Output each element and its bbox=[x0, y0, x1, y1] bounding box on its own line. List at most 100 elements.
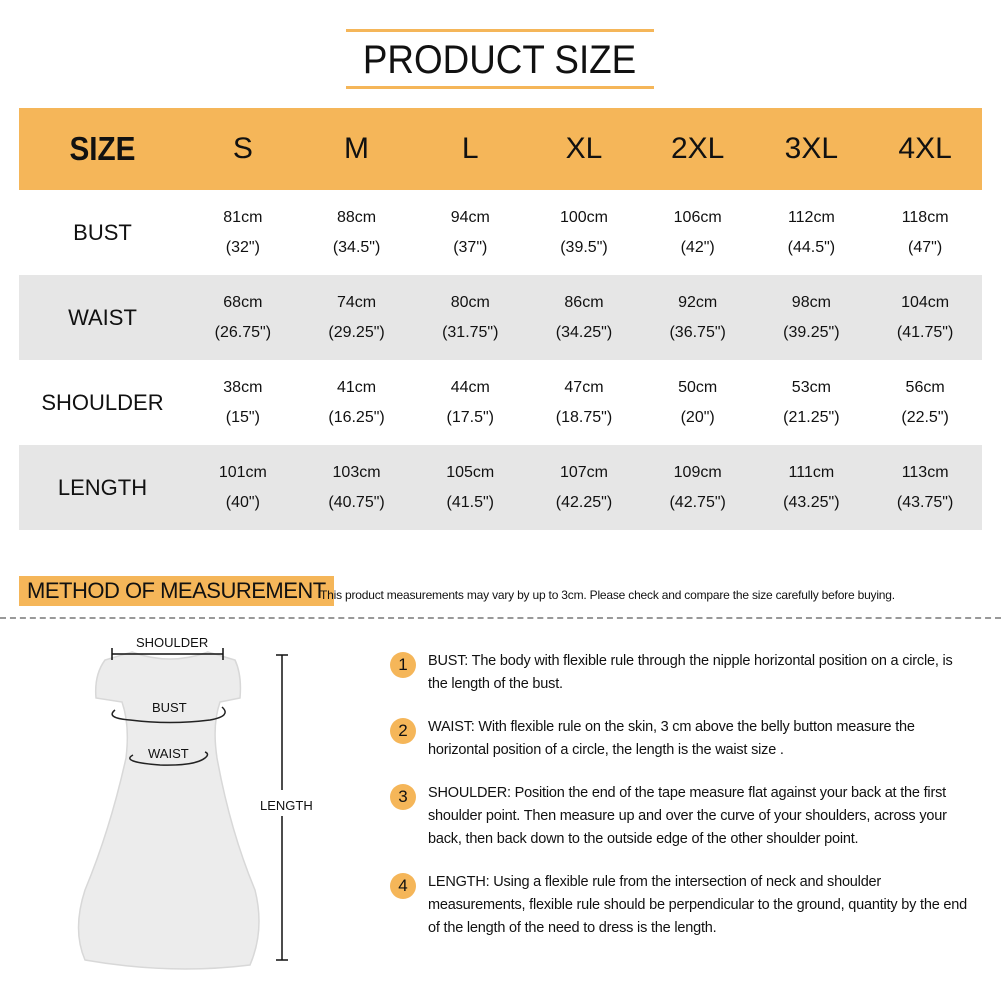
measurement-cell: 112cm (44.5") bbox=[755, 190, 869, 275]
cm-value: 86cm bbox=[564, 293, 604, 311]
measurement-cell: 47cm (18.75") bbox=[527, 360, 641, 445]
inch-value: (34.25") bbox=[555, 323, 613, 341]
measurement-cell: 86cm (34.25") bbox=[527, 275, 641, 360]
inch-value: (39.25") bbox=[783, 323, 840, 341]
inch-value: (41.75") bbox=[896, 323, 954, 341]
inch-value: (16.25") bbox=[328, 408, 385, 426]
measurement-row-shoulder: SHOULDER 38cm (15") 41cm (16.25") 44cm (17.5")… bbox=[19, 360, 982, 445]
measurement-note: This product measurements may vary by up… bbox=[320, 588, 895, 602]
measurement-cell: 88cm (34.5") bbox=[300, 190, 414, 275]
inch-value: (32") bbox=[225, 238, 260, 256]
measurement-row-bust: BUST 81cm (32") 88cm (34.5") 94cm (37") 100cm (3… bbox=[19, 190, 982, 275]
size-header-row: SIZE S M L XL 2XL 3XL 4XL bbox=[19, 108, 982, 190]
inch-value: (39.5") bbox=[560, 238, 608, 256]
cm-value: 47cm bbox=[564, 378, 604, 396]
measurement-row-waist: WAIST 68cm (26.75") 74cm (29.25") 80cm (31.75"… bbox=[19, 275, 982, 360]
measurement-cell: 106cm (42") bbox=[641, 190, 755, 275]
measurement-cell: 118cm (47") bbox=[868, 190, 982, 275]
inch-value: (26.75") bbox=[214, 323, 272, 341]
cm-value: 88cm bbox=[336, 208, 377, 226]
inch-value: (40.75") bbox=[328, 493, 385, 511]
size-l: L bbox=[461, 132, 479, 165]
measurement-cell: 111cm (43.25") bbox=[755, 445, 869, 530]
inch-value: (42.25") bbox=[555, 493, 613, 511]
measurement-cell: 80cm (31.75") bbox=[413, 275, 527, 360]
cm-value: 68cm bbox=[223, 293, 263, 311]
dashed-divider bbox=[0, 617, 1001, 619]
inch-value: (15") bbox=[225, 408, 260, 426]
cm-value: 56cm bbox=[905, 378, 945, 396]
measurement-cell: 81cm (32") bbox=[186, 190, 300, 275]
inch-value: (43.75") bbox=[896, 493, 954, 511]
measurement-cell: 105cm (41.5") bbox=[413, 445, 527, 530]
inch-value: (37") bbox=[453, 238, 488, 256]
inch-value: (29.25") bbox=[328, 323, 385, 341]
cm-value: 92cm bbox=[678, 293, 718, 311]
step-number-badge: 1 bbox=[390, 652, 416, 678]
cm-value: 112cm bbox=[787, 208, 835, 226]
step-number-badge: 3 bbox=[390, 784, 416, 810]
dress-illustration bbox=[77, 648, 288, 970]
inch-value: (36.75") bbox=[669, 323, 726, 341]
measurement-cell: 101cm (40") bbox=[186, 445, 300, 530]
step-number-badge: 4 bbox=[390, 873, 416, 899]
cm-value: 80cm bbox=[450, 293, 490, 311]
method-heading: METHOD OF MEASUREMENT bbox=[19, 576, 334, 606]
inch-value: (41.5") bbox=[446, 493, 494, 511]
row-label: SHOULDER bbox=[41, 389, 164, 415]
measurement-steps: 1 BUST: The body with flexible rule throu… bbox=[390, 650, 970, 960]
cm-value: 100cm bbox=[559, 208, 608, 226]
row-label: LENGTH bbox=[57, 474, 148, 500]
step-length: 4 LENGTH: Using a flexible rule from the … bbox=[390, 871, 970, 940]
bust-label: BUST bbox=[152, 700, 187, 715]
page-title: PRODUCT SIZE bbox=[363, 38, 637, 82]
inch-value: (18.75") bbox=[555, 408, 613, 426]
measurement-cell: 109cm (42.75") bbox=[641, 445, 755, 530]
cm-value: 101cm bbox=[218, 463, 267, 481]
size-m: M bbox=[344, 132, 370, 165]
cm-value: 106cm bbox=[673, 208, 722, 226]
cm-value: 118cm bbox=[901, 208, 949, 226]
cm-value: 38cm bbox=[223, 378, 263, 396]
cm-value: 109cm bbox=[673, 463, 722, 481]
size-3xl: 3XL bbox=[784, 132, 839, 165]
inch-value: (20") bbox=[680, 408, 715, 426]
step-waist: 2 WAIST: With flexible rule on the skin, … bbox=[390, 716, 970, 762]
step-text: LENGTH: Using a flexible rule from the i… bbox=[428, 874, 967, 936]
size-xl: XL bbox=[565, 132, 603, 165]
waist-label: WAIST bbox=[148, 746, 189, 761]
length-label: LENGTH bbox=[260, 798, 313, 813]
dress-diagram: SHOULDER BUST WAIST LENGTH bbox=[60, 630, 340, 990]
measurement-cell: 38cm (15") bbox=[186, 360, 300, 445]
measurement-cell: 103cm (40.75") bbox=[300, 445, 414, 530]
step-text: SHOULDER: Position the end of the tape m… bbox=[428, 785, 947, 847]
size-header-label: SIZE bbox=[69, 130, 136, 167]
measurement-cell: 100cm (39.5") bbox=[527, 190, 641, 275]
measurement-cell: 94cm (37") bbox=[413, 190, 527, 275]
step-text: WAIST: With flexible rule on the skin, 3… bbox=[428, 719, 915, 758]
measurement-cell: 44cm (17.5") bbox=[413, 360, 527, 445]
cm-value: 107cm bbox=[559, 463, 608, 481]
title-banner: PRODUCT SIZE bbox=[346, 29, 654, 89]
inch-value: (31.75") bbox=[442, 323, 499, 341]
size-s: S bbox=[232, 132, 253, 165]
inch-value: (40") bbox=[225, 493, 260, 511]
inch-value: (43.25") bbox=[783, 493, 840, 511]
measurement-cell: 74cm (29.25") bbox=[300, 275, 414, 360]
step-bust: 1 BUST: The body with flexible rule throu… bbox=[390, 650, 970, 696]
measurement-cell: 104cm (41.75") bbox=[868, 275, 982, 360]
measurement-cell: 50cm (20") bbox=[641, 360, 755, 445]
cm-value: 111cm bbox=[788, 463, 835, 481]
step-shoulder: 3 SHOULDER: Position the end of the tape … bbox=[390, 782, 970, 851]
cm-value: 81cm bbox=[223, 208, 263, 226]
inch-value: (22.5") bbox=[901, 408, 949, 426]
inch-value: (34.5") bbox=[332, 238, 381, 256]
size-table: SIZE S M L XL 2XL 3XL 4XL BUST 81cm (32") 8… bbox=[19, 108, 982, 530]
cm-value: 103cm bbox=[332, 463, 381, 481]
cm-value: 113cm bbox=[901, 463, 949, 481]
measurement-cell: 107cm (42.25") bbox=[527, 445, 641, 530]
cm-value: 74cm bbox=[336, 293, 377, 311]
measurement-cell: 68cm (26.75") bbox=[186, 275, 300, 360]
size-2xl: 2XL bbox=[670, 132, 725, 165]
inch-value: (42") bbox=[680, 238, 715, 256]
